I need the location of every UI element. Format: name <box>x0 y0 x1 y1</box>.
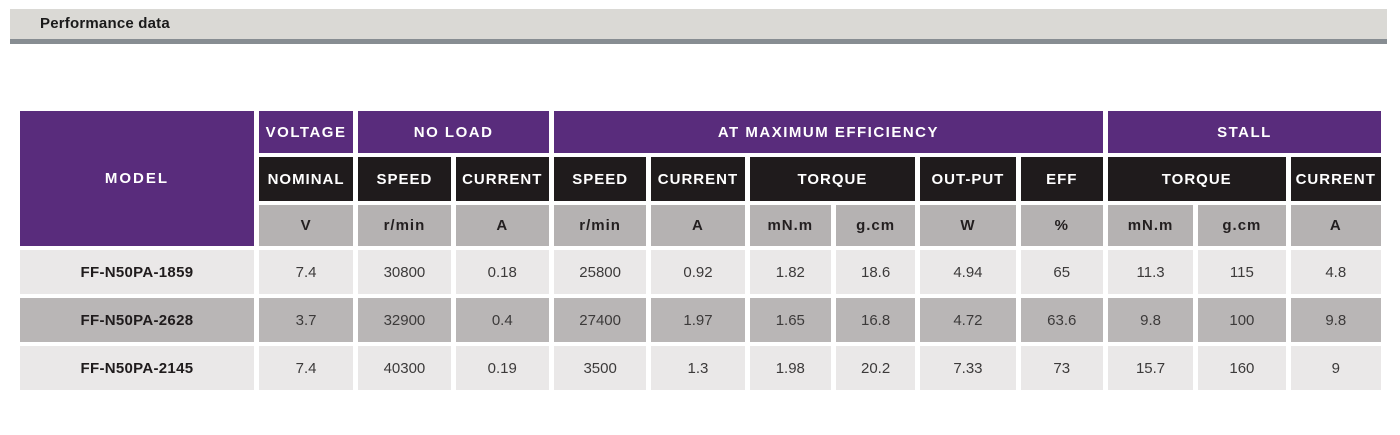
subheader-max-eff-current: CURRENT <box>651 157 745 201</box>
model-cell: FF-N50PA-2145 <box>20 346 254 390</box>
data-cell: 9.8 <box>1290 298 1381 342</box>
data-cell: 40300 <box>358 346 451 390</box>
data-cell: 65 <box>1020 250 1103 294</box>
section-title: Performance data <box>40 15 170 32</box>
data-cell: 1.97 <box>651 298 745 342</box>
subheader-max-eff-torque: TORQUE <box>749 157 916 201</box>
group-header-voltage: VOLTAGE <box>258 111 354 153</box>
model-column-header: MODEL <box>20 111 254 246</box>
data-cell: 4.94 <box>920 250 1016 294</box>
data-cell: 63.6 <box>1020 298 1103 342</box>
data-cell: 18.6 <box>835 250 916 294</box>
unit-stall-torque-mnm: mN.m <box>1107 205 1194 246</box>
table-row: FF-N50PA-2145 7.4 40300 0.19 3500 1.3 1.… <box>20 346 1381 390</box>
data-cell: 1.98 <box>749 346 831 390</box>
data-cell: 100 <box>1198 298 1286 342</box>
subheader-max-eff-eff: EFF <box>1020 157 1103 201</box>
table-row: FF-N50PA-1859 7.4 30800 0.18 25800 0.92 … <box>20 250 1381 294</box>
unit-max-eff-torque-gcm: g.cm <box>835 205 916 246</box>
data-cell: 4.72 <box>920 298 1016 342</box>
group-header-max-efficiency: AT MAXIMUM EFFICIENCY <box>553 111 1103 153</box>
data-cell: 7.4 <box>258 250 354 294</box>
subheader-stall-torque: TORQUE <box>1107 157 1286 201</box>
model-cell: FF-N50PA-1859 <box>20 250 254 294</box>
data-cell: 1.82 <box>749 250 831 294</box>
unit-max-eff-eff: % <box>1020 205 1103 246</box>
data-cell: 3500 <box>553 346 647 390</box>
unit-max-eff-current: A <box>651 205 745 246</box>
unit-max-eff-output: W <box>920 205 1016 246</box>
data-cell: 7.4 <box>258 346 354 390</box>
data-cell: 20.2 <box>835 346 916 390</box>
unit-stall-current: A <box>1290 205 1381 246</box>
data-cell: 9 <box>1290 346 1381 390</box>
group-header-row: MODEL VOLTAGE NO LOAD AT MAXIMUM EFFICIE… <box>20 111 1381 246</box>
subheader-row: NOMINAL SPEED CURRENT SPEED CURRENT TORQ… <box>20 157 1381 201</box>
data-cell: 1.65 <box>749 298 831 342</box>
unit-voltage: V <box>258 205 354 246</box>
performance-table: MODEL VOLTAGE NO LOAD AT MAXIMUM EFFICIE… <box>15 107 1386 394</box>
subheader-stall-current: CURRENT <box>1290 157 1381 201</box>
data-cell: 1.3 <box>651 346 745 390</box>
data-cell: 0.18 <box>455 250 549 294</box>
subheader-max-eff-speed: SPEED <box>553 157 647 201</box>
subheader-no-load-speed: SPEED <box>358 157 451 201</box>
unit-no-load-current: A <box>455 205 549 246</box>
subheader-max-eff-output: OUT-PUT <box>920 157 1016 201</box>
data-cell: 160 <box>1198 346 1286 390</box>
data-cell: 73 <box>1020 346 1103 390</box>
data-cell: 3.7 <box>258 298 354 342</box>
subheader-nominal: NOMINAL <box>258 157 354 201</box>
data-cell: 25800 <box>553 250 647 294</box>
unit-no-load-speed: r/min <box>358 205 451 246</box>
data-cell: 15.7 <box>1107 346 1194 390</box>
unit-max-eff-torque-mnm: mN.m <box>749 205 831 246</box>
unit-stall-torque-gcm: g.cm <box>1198 205 1286 246</box>
group-header-stall: STALL <box>1107 111 1381 153</box>
data-cell: 4.8 <box>1290 250 1381 294</box>
section-header-bar: Performance data <box>10 9 1387 44</box>
data-cell: 0.4 <box>455 298 549 342</box>
data-cell: 115 <box>1198 250 1286 294</box>
data-cell: 27400 <box>553 298 647 342</box>
group-header-no-load: NO LOAD <box>358 111 549 153</box>
data-cell: 32900 <box>358 298 451 342</box>
table-row: FF-N50PA-2628 3.7 32900 0.4 27400 1.97 1… <box>20 298 1381 342</box>
subheader-no-load-current: CURRENT <box>455 157 549 201</box>
units-row: V r/min A r/min A mN.m g.cm W % mN.m g.c… <box>20 205 1381 246</box>
data-cell: 30800 <box>358 250 451 294</box>
unit-max-eff-speed: r/min <box>553 205 647 246</box>
data-cell: 11.3 <box>1107 250 1194 294</box>
data-cell: 0.92 <box>651 250 745 294</box>
data-cell: 7.33 <box>920 346 1016 390</box>
model-cell: FF-N50PA-2628 <box>20 298 254 342</box>
data-cell: 16.8 <box>835 298 916 342</box>
data-cell: 0.19 <box>455 346 549 390</box>
data-cell: 9.8 <box>1107 298 1194 342</box>
